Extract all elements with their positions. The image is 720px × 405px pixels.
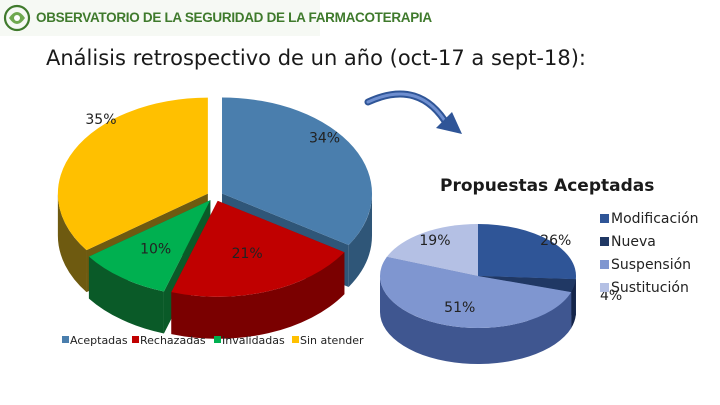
pie-chart-estado: 34% 21% 10% 35% — [57, 97, 373, 339]
legend-aceptadas: Modificación Nueva Suspensión Sustitución — [600, 211, 699, 296]
legend-entry-rechazadas: Rechazadas — [140, 334, 206, 347]
data-label-sin-atender: 35% — [85, 112, 116, 128]
legend-swatch-invalidadas — [214, 336, 221, 343]
legend-entry-nueva: Nueva — [611, 234, 656, 250]
pie-slice-aceptadas — [222, 97, 373, 245]
data-label-rechazadas: 21% — [232, 246, 263, 262]
pie-slice-suspension — [380, 256, 572, 328]
data-label-invalidadas: 10% — [140, 241, 171, 257]
slice-side-sin-atender-outer — [57, 193, 87, 293]
legend-entry-modificacion: Modificación — [611, 211, 699, 227]
logo — [0, 0, 320, 36]
legend-swatch-nueva — [600, 237, 609, 246]
pie-slice-sustitucion — [386, 224, 478, 276]
legend-swatch-modificacion — [600, 214, 609, 223]
pie-slice-nueva — [478, 276, 576, 293]
pie-slice-invalidadas — [88, 200, 211, 292]
slice-side-invalidadas-outer — [88, 256, 164, 334]
legend-entry-suspension: Suspensión — [611, 257, 691, 273]
legend-entry-invalidadas: Invalidadas — [222, 334, 285, 347]
data-label-aceptadas: 34% — [309, 130, 340, 146]
chart-title: Propuestas Aceptadas — [440, 176, 654, 196]
slice-side-rechazadas-outer — [171, 252, 345, 339]
data-label-modificacion: 26% — [540, 233, 571, 249]
legend-entry-sin-atender: Sin atender — [300, 334, 364, 347]
legend-swatch-sustitucion — [600, 283, 609, 292]
legend-swatch-sin-atender — [292, 336, 299, 343]
data-label-suspension: 51% — [444, 300, 475, 316]
legend-estado: Aceptadas Rechazadas Invalidadas Sin atende… — [62, 334, 364, 347]
pie-slice-modificacion — [478, 224, 576, 280]
legend-swatch-suspension — [600, 260, 609, 269]
legend-entry-aceptadas: Aceptadas — [70, 334, 128, 347]
legend-entry-sustitucion: Sustitución — [611, 280, 689, 296]
slice-side-suspension-outer — [379, 276, 572, 365]
slice-side-nueva-outer — [571, 279, 576, 329]
legend-swatch-aceptadas — [62, 336, 69, 343]
pie-chart-aceptadas: 26%4%51%19% — [379, 224, 622, 365]
pie-slice-sin-atender — [57, 97, 208, 251]
pie-slice-rechazadas — [171, 200, 345, 297]
logo-text: OBSERVATORIO DE LA SEGURIDAD DE LA FARMA… — [36, 10, 432, 25]
legend-swatch-rechazadas — [132, 336, 139, 343]
curved-arrow-icon — [364, 90, 462, 134]
data-label-sustitucion: 19% — [419, 233, 450, 249]
page-title: Análisis retrospectivo de un año (oct-17… — [46, 46, 586, 70]
slice-side-aceptadas-outer — [348, 193, 373, 287]
